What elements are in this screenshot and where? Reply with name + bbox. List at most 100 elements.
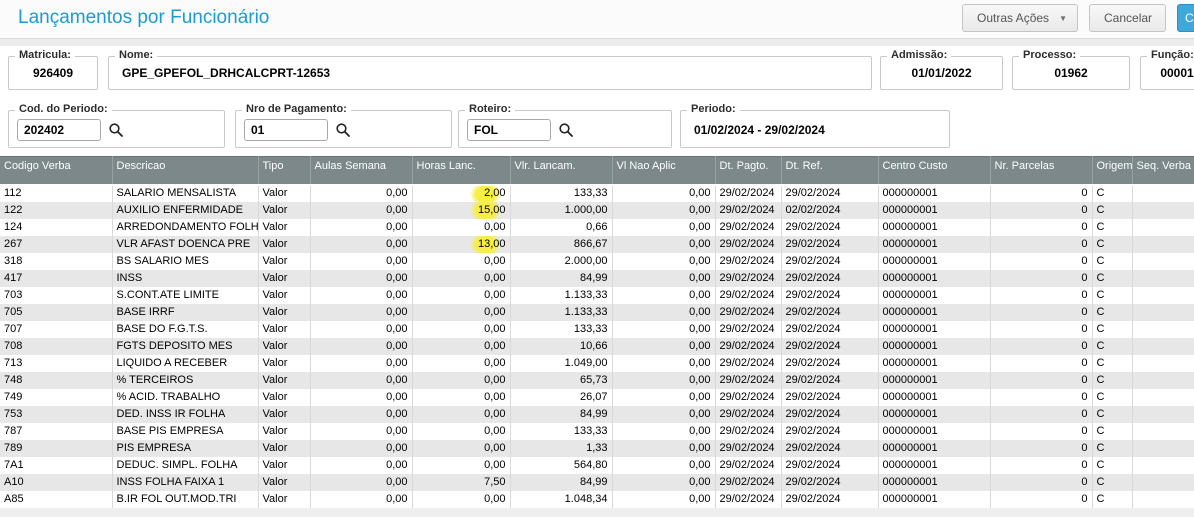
table-cell (1132, 439, 1194, 457)
table-cell: 000000001 (878, 490, 991, 508)
table-cell: 0 (990, 252, 1093, 270)
table-cell: 0,00 (412, 405, 511, 423)
table-row[interactable]: 707 BASE DO F.G.T.S. Valor 0,00 0,00 133,33 0,… (0, 320, 1194, 338)
table-cell: 7A1 (0, 456, 113, 474)
table-cell: 29/02/2024 (715, 286, 782, 304)
table-cell: 0 (990, 320, 1093, 338)
table-cell: 29/02/2024 (781, 439, 879, 457)
table-row[interactable]: 7A1 DEDUC. SIMPL. FOLHA Valor 0,00 0,00 564,8… (0, 456, 1194, 474)
table-row[interactable]: 112 SALARIO MENSALISTA Valor 0,00 2,00 133,33… (0, 184, 1194, 202)
table-cell: 0,00 (612, 303, 716, 321)
matricula-field: Matricula: 926409 (8, 49, 98, 90)
table-cell: 753 (0, 405, 113, 423)
nro-pagamento-field: Nro de Pagamento: (235, 103, 452, 148)
column-header[interactable]: Aulas Semana (310, 156, 413, 186)
table-row[interactable]: A85 B.IR FOL OUT.MOD.TRI Valor 0,00 0,00 1.04… (0, 490, 1194, 508)
table-row[interactable]: 267 VLR AFAST DOENCA PRE Valor 0,00 13,00 866… (0, 235, 1194, 253)
table-cell: C (1092, 439, 1133, 457)
processo-value: 01962 (1054, 66, 1088, 80)
search-icon[interactable] (335, 122, 351, 138)
table-cell: Valor (258, 354, 311, 372)
column-header[interactable]: Centro Custo (878, 156, 991, 186)
table-cell: Valor (258, 269, 311, 287)
table-cell: C (1092, 456, 1133, 474)
column-header[interactable]: Dt. Pagto. (715, 156, 782, 186)
processo-field: Processo: 01962 (1012, 49, 1130, 90)
search-icon[interactable] (108, 122, 124, 138)
column-header[interactable]: Dt. Ref. (781, 156, 879, 186)
column-header[interactable]: Horas Lanc. (412, 156, 511, 186)
table-cell: S.CONT.ATE LIMITE (112, 286, 259, 304)
table-row[interactable]: 713 LIQUIDO A RECEBER Valor 0,00 0,00 1.049,0… (0, 354, 1194, 372)
table-cell: 0 (990, 218, 1093, 236)
table-cell: VLR AFAST DOENCA PRE (112, 235, 259, 253)
table-cell: 133,33 (510, 320, 613, 338)
cod-periodo-field: Cod. do Periodo: (8, 103, 225, 148)
table-row[interactable]: 318 BS SALARIO MES Valor 0,00 0,00 2.000,00 0,… (0, 252, 1194, 270)
table-cell: 26,07 (510, 388, 613, 406)
table-cell: 000000001 (878, 201, 991, 219)
cod-periodo-label: Cod. do Periodo: (15, 103, 112, 115)
nro-pagamento-input[interactable] (244, 119, 328, 141)
table-cell: 0,00 (412, 388, 511, 406)
table-row[interactable]: 705 BASE IRRF Valor 0,00 0,00 1.133,33 0,00 29/… (0, 303, 1194, 321)
table-cell: 29/02/2024 (715, 405, 782, 423)
column-header[interactable]: Vlr. Lancam. (510, 156, 613, 186)
table-cell: 0,00 (310, 252, 413, 270)
cancel-button[interactable]: Cancelar (1089, 4, 1166, 32)
table-row[interactable]: 748% TERCEIROS Valor 0,00 0,00 65,73 0,00 29/0… (0, 371, 1194, 389)
table-row[interactable]: 708 FGTS DEPOSITO MES Valor 0,00 0,00 10,66 0,… (0, 337, 1194, 355)
column-header[interactable]: Nr. Parcelas (990, 156, 1093, 186)
cod-periodo-input[interactable] (17, 119, 101, 141)
table-row[interactable]: 749% ACID. TRABALHO Valor 0,00 0,00 26,07 0,0… (0, 388, 1194, 406)
table-cell: 0,00 (412, 456, 511, 474)
table-cell: INSS (112, 269, 259, 287)
column-header[interactable]: Codigo Verba (0, 156, 113, 186)
table-cell: 0,00 (412, 218, 511, 236)
table-cell: 29/02/2024 (715, 473, 782, 491)
table-cell: 0,00 (310, 320, 413, 338)
table-row[interactable]: 753 DED. INSS IR FOLHA Valor 0,00 0,00 84,99 0… (0, 405, 1194, 423)
grid-empty-area (0, 507, 1194, 517)
search-icon[interactable] (558, 122, 574, 138)
table-cell: 29/02/2024 (781, 405, 879, 423)
table-row[interactable]: 122 AUXILIO ENFERMIDADE Valor 0,00 15,00 1.00… (0, 201, 1194, 219)
table-cell: 29/02/2024 (715, 456, 782, 474)
table-cell: C (1092, 422, 1133, 440)
roteiro-label: Roteiro: (465, 103, 516, 115)
table-cell: 0,00 (612, 490, 716, 508)
table-cell: 0 (990, 354, 1093, 372)
table-cell: 0,00 (412, 303, 511, 321)
table-row[interactable]: 417 INSS Valor 0,00 0,00 84,99 0,00 29/02/2024 2… (0, 269, 1194, 287)
column-header[interactable]: Origem (1092, 156, 1133, 186)
table-cell: 13,00 (412, 235, 511, 253)
table-cell: Valor (258, 422, 311, 440)
table-cell: C (1092, 473, 1133, 491)
table-row[interactable]: 124 ARREDONDAMENTO FOLH Valor 0,00 0,00 0,66 0… (0, 218, 1194, 236)
table-row[interactable]: 789 PIS EMPRESA Valor 0,00 0,00 1,33 0,00 29/02… (0, 439, 1194, 457)
table-cell: 29/02/2024 (715, 490, 782, 508)
table-cell: 000000001 (878, 320, 991, 338)
table-cell: 0,00 (310, 269, 413, 287)
table-cell: 0,00 (310, 371, 413, 389)
roteiro-input[interactable] (467, 119, 551, 141)
outras-acoes-button[interactable]: Outras Ações ▼ (962, 4, 1078, 32)
table-row[interactable]: 787 BASE PIS EMPRESA Valor 0,00 0,00 133,33 0,… (0, 422, 1194, 440)
table-cell: 0,00 (310, 422, 413, 440)
table-cell: 29/02/2024 (781, 218, 879, 236)
table-cell: 29/02/2024 (781, 456, 879, 474)
table-cell: 2,00 (412, 184, 511, 202)
column-header[interactable]: Seq. Verba (1132, 156, 1194, 186)
table-cell: 318 (0, 252, 113, 270)
table-cell: Valor (258, 303, 311, 321)
table-row[interactable]: A10 INSS FOLHA FAIXA 1 Valor 0,00 7,50 84,99 0… (0, 473, 1194, 491)
column-header[interactable]: Vl Nao Aplic (612, 156, 716, 186)
table-cell (1132, 235, 1194, 253)
column-header[interactable]: Descricao (112, 156, 259, 186)
confirm-button[interactable]: C (1177, 4, 1194, 32)
table-cell: 0,00 (310, 235, 413, 253)
table-cell: Valor (258, 405, 311, 423)
table-row[interactable]: 703 S.CONT.ATE LIMITE Valor 0,00 0,00 1.133,3… (0, 286, 1194, 304)
table-cell: 000000001 (878, 473, 991, 491)
column-header[interactable]: Tipo (258, 156, 311, 186)
